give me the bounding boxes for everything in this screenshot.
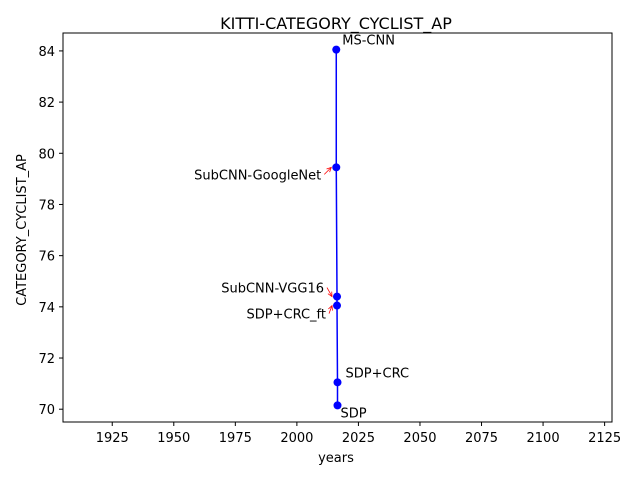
data-point bbox=[333, 301, 342, 310]
point-annotation: SubCNN-VGG16 bbox=[221, 282, 324, 297]
x-tick-label: 2000 bbox=[280, 431, 313, 446]
x-tick-label: 1950 bbox=[157, 431, 190, 446]
x-axis-ticks: 1925 1950 1975 2000 2025 2050 2075 2100 2125 bbox=[96, 422, 621, 446]
x-axis-label: years bbox=[318, 451, 354, 466]
y-tick-label: 72 bbox=[38, 352, 55, 367]
series-layer bbox=[332, 45, 342, 410]
annotation-arrow bbox=[328, 305, 333, 314]
x-tick-label: 2025 bbox=[342, 431, 375, 446]
x-tick-label: 1925 bbox=[96, 431, 129, 446]
annotation-arrow-head bbox=[326, 166, 332, 173]
point-annotation: SDP+CRC_ft bbox=[247, 308, 326, 323]
y-axis-ticks: 70 72 74 76 78 80 82 84 bbox=[38, 45, 63, 418]
y-tick-label: 80 bbox=[38, 147, 55, 162]
data-point bbox=[333, 378, 342, 387]
plot-area-frame bbox=[62, 32, 613, 423]
y-tick-label: 70 bbox=[38, 403, 55, 418]
x-tick-label: 1975 bbox=[219, 431, 252, 446]
y-tick-label: 76 bbox=[38, 250, 55, 265]
data-point bbox=[333, 292, 342, 301]
annotation-arrow bbox=[323, 167, 332, 175]
annotation-layer: MS-CNN SubCNN-GoogleNet SubCNN-VGG16 SDP+CR… bbox=[194, 34, 409, 422]
data-point bbox=[333, 401, 342, 410]
data-point bbox=[332, 163, 341, 172]
y-tick-label: 78 bbox=[38, 198, 55, 213]
x-tick-label: 2125 bbox=[588, 431, 621, 446]
x-tick-label: 2050 bbox=[403, 431, 436, 446]
y-axis-label: CATEGORY_CYCLIST_AP bbox=[15, 154, 30, 306]
annotation-arrow-head bbox=[328, 304, 333, 311]
chart-title: KITTI-CATEGORY_CYCLIST_AP bbox=[220, 14, 452, 34]
point-annotation: MS-CNN bbox=[342, 34, 395, 49]
x-tick-label: 2100 bbox=[527, 431, 560, 446]
y-tick-label: 74 bbox=[38, 301, 55, 316]
annotation-arrow bbox=[326, 287, 333, 297]
data-point bbox=[332, 45, 341, 54]
y-tick-label: 84 bbox=[38, 45, 55, 60]
annotation-arrow-head bbox=[327, 291, 333, 298]
point-annotation: SDP+CRC bbox=[346, 366, 410, 381]
y-tick-label: 82 bbox=[38, 96, 55, 111]
point-annotation: SubCNN-GoogleNet bbox=[194, 168, 321, 183]
x-tick-label: 2075 bbox=[465, 431, 498, 446]
point-annotation: SDP bbox=[341, 406, 367, 421]
